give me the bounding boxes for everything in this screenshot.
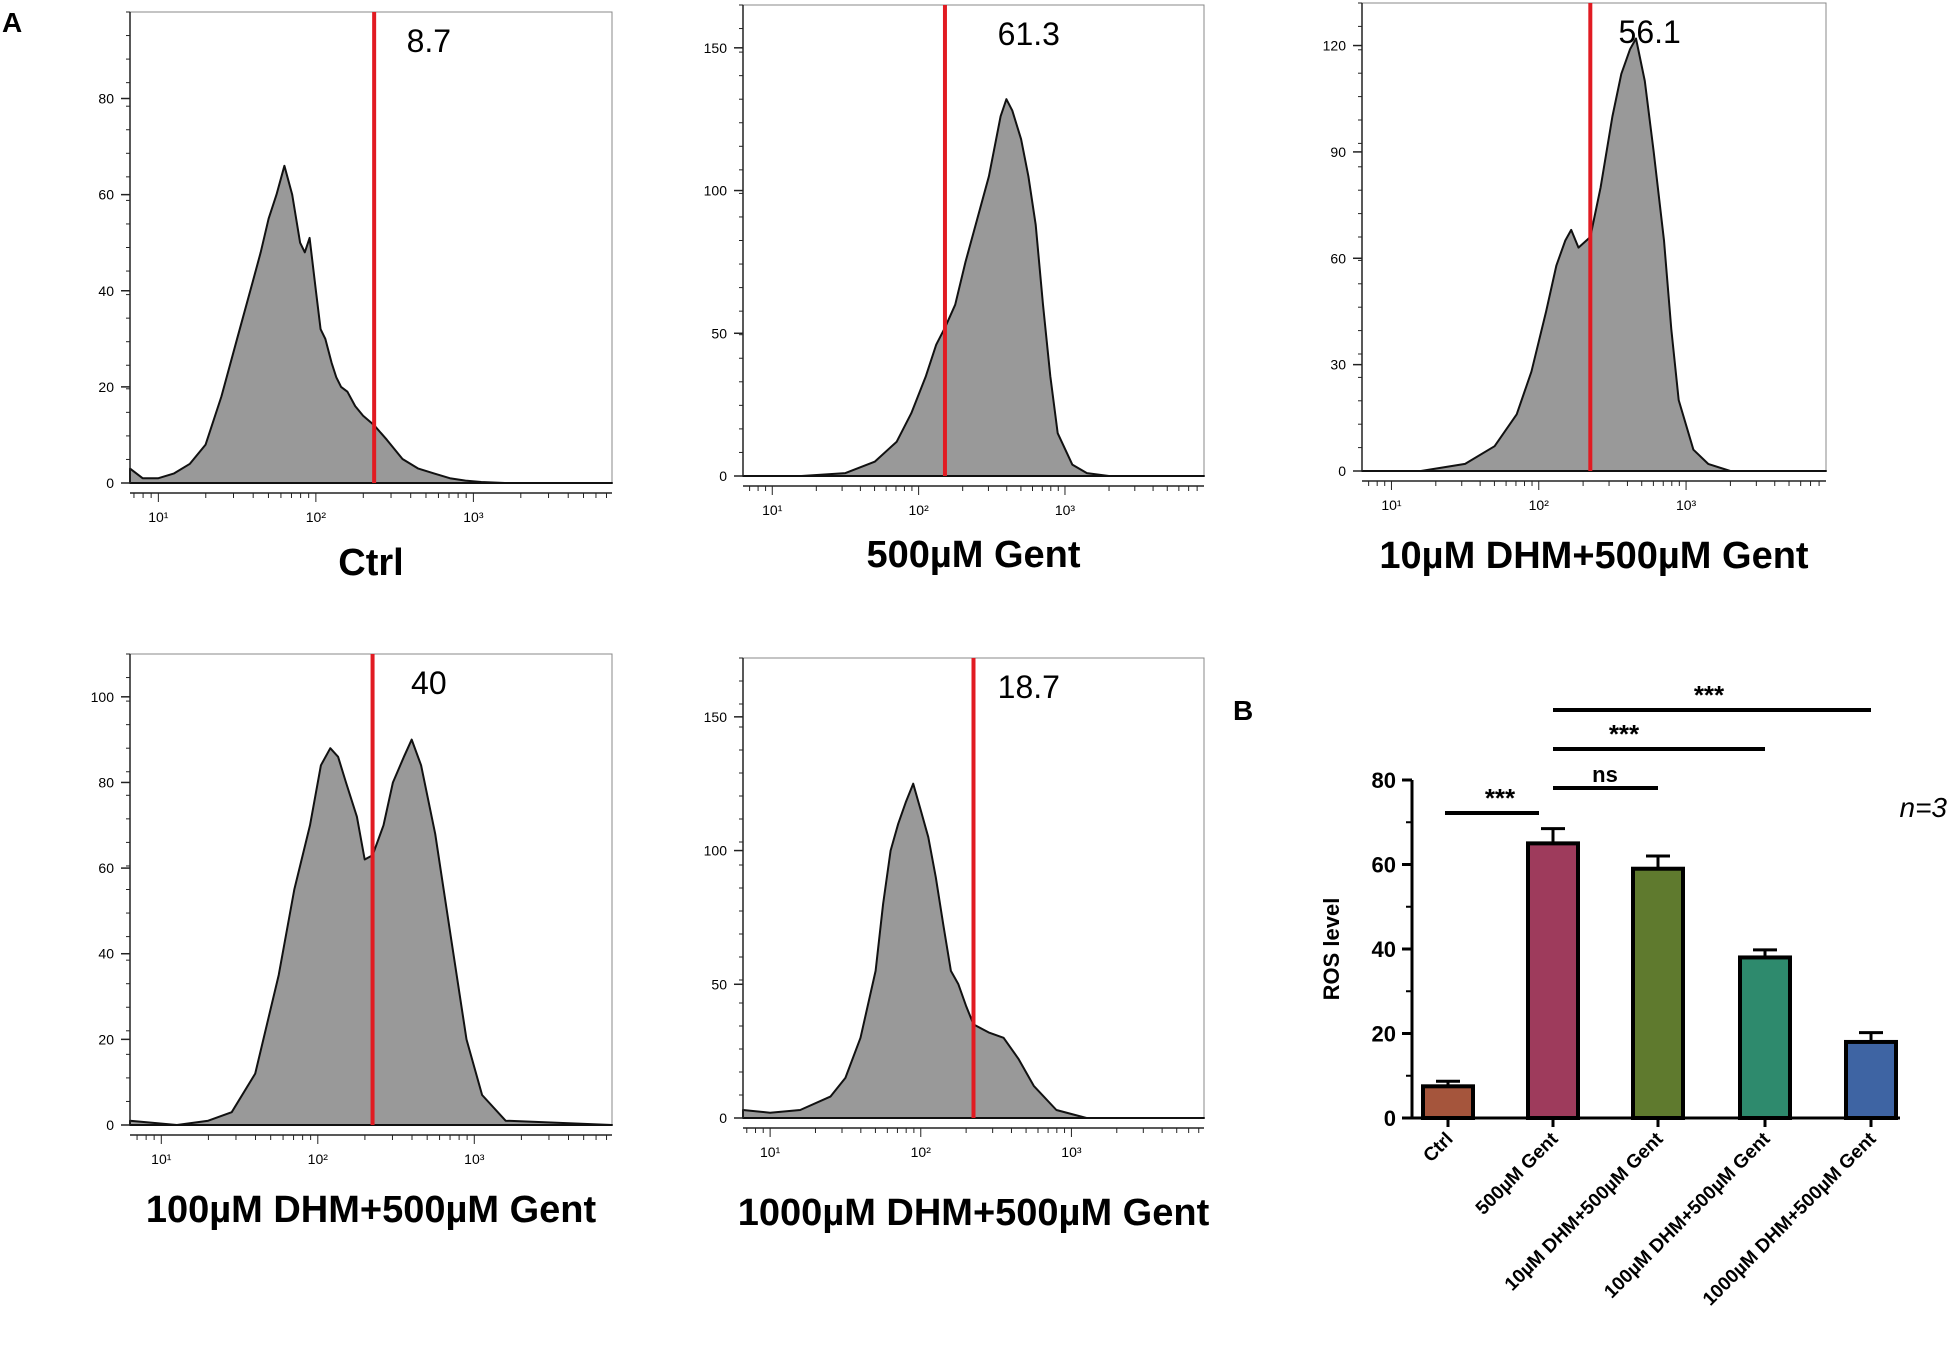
plot-frame: [129, 11, 613, 484]
bar: [1738, 955, 1792, 1121]
x-tick-label: 10¹: [151, 1151, 172, 1167]
y-tick-label: 120: [1323, 38, 1347, 54]
bar: [1526, 841, 1580, 1120]
y-tick-label: 20: [98, 1031, 114, 1047]
histogram-dhm100: 0 20 40 60 80 100 10¹ 10² 10³ 40 100µM DHM+500µM G…: [91, 653, 613, 1231]
y-tick-label: 60: [98, 860, 114, 876]
y-tick-label: 20: [98, 379, 114, 395]
x-tick-label: 10¹: [148, 509, 169, 525]
x-tick-label: 10²: [911, 1144, 932, 1160]
histogram-title: Ctrl: [338, 542, 403, 584]
sample-size-annotation: n=3: [1900, 792, 1948, 823]
y-tick-label: 60: [1330, 250, 1346, 266]
histogram-title: 100µM DHM+500µM Gent: [146, 1189, 597, 1231]
x-tick-label: 10¹: [762, 502, 783, 518]
x-tick-label: 10²: [306, 509, 327, 525]
y-tick-label: 150: [704, 709, 728, 725]
y-tick-label: 30: [1330, 357, 1346, 373]
y-tick-label: 100: [704, 183, 728, 199]
y-tick-label: 100: [91, 689, 115, 705]
y-axis-label: ROS level: [1319, 898, 1344, 1001]
y-tick-label: 0: [719, 468, 727, 484]
histogram-dhm10: 0 30 60 90 120 10¹ 10² 10³ 56.1 10µM DHM+500µM Ge…: [1323, 2, 1827, 577]
y-tick-label: 50: [711, 325, 727, 341]
x-tick-label: Ctrl: [1420, 1129, 1458, 1167]
histogram-title: 1000µM DHM+500µM Gent: [738, 1192, 1210, 1234]
y-tick-label: 60: [1372, 853, 1396, 878]
y-tick-label: 40: [98, 946, 114, 962]
y-tick-label: 40: [98, 283, 114, 299]
panel-a-label: A: [2, 7, 22, 38]
significance-label: ***: [1609, 719, 1640, 749]
x-tick-label: 10³: [1061, 1144, 1082, 1160]
histogram-area: [742, 98, 1205, 477]
x-tick-label: 10³: [1055, 502, 1076, 518]
gate-percent-label: 8.7: [407, 23, 451, 59]
y-tick-label: 50: [711, 976, 727, 992]
histogram-area: [1361, 37, 1827, 472]
x-tick-label: 10²: [1529, 497, 1550, 513]
y-tick-label: 100: [704, 843, 728, 859]
y-tick-label: 20: [1372, 1022, 1396, 1047]
y-tick-label: 0: [719, 1110, 727, 1126]
y-tick-label: 80: [98, 774, 114, 790]
y-tick-label: 0: [106, 475, 114, 491]
y-tick-label: 0: [1338, 463, 1346, 479]
panel-b-label: B: [1233, 695, 1253, 726]
gate-percent-label: 61.3: [998, 16, 1060, 52]
x-tick-label: 10¹: [760, 1144, 781, 1160]
y-tick-label: 40: [1372, 937, 1396, 962]
x-tick-label: 10¹: [1381, 497, 1402, 513]
x-tick-label: 500µM Gent: [1472, 1128, 1563, 1219]
histogram-panels: 0 20 40 60 80 10¹ 10² 10³ 8.7 Ctrl 0 50 100 150 10¹ 10²…: [91, 2, 1827, 1234]
histogram-ctrl: 0 20 40 60 80 10¹ 10² 10³ 8.7 Ctrl: [98, 11, 613, 584]
y-tick-label: 60: [98, 187, 114, 203]
histogram-area: [129, 164, 613, 484]
bar: [1631, 866, 1685, 1120]
significance-label: ***: [1694, 680, 1725, 710]
x-tick-label: 10²: [909, 502, 930, 518]
y-tick-label: 150: [704, 40, 728, 56]
y-tick-label: 0: [106, 1117, 114, 1133]
x-tick-label: 1000µM DHM+500µM Gent: [1699, 1128, 1881, 1310]
significance-label: ***: [1485, 783, 1516, 813]
y-tick-label: 90: [1330, 144, 1346, 160]
histogram-dhm1000: 0 50 100 150 10¹ 10² 10³ 18.7 1000µM DHM+500µM G…: [704, 657, 1210, 1234]
y-tick-label: 80: [1372, 768, 1396, 793]
histogram-title: 10µM DHM+500µM Gent: [1379, 535, 1809, 577]
x-tick-label: 10³: [464, 1151, 485, 1167]
y-tick-label: 0: [1384, 1106, 1396, 1131]
gate-percent-label: 40: [411, 665, 447, 701]
y-tick-label: 80: [98, 91, 114, 107]
histogram-title: 500µM Gent: [866, 534, 1080, 576]
gate-percent-label: 56.1: [1619, 14, 1681, 50]
gate-percent-label: 18.7: [998, 669, 1060, 705]
bar: [1844, 1039, 1898, 1120]
bar: [1421, 1084, 1475, 1120]
x-tick-label: 10³: [1676, 497, 1697, 513]
x-tick-label: 10²: [308, 1151, 329, 1167]
significance-label: ns: [1592, 762, 1618, 787]
histogram-gent500: 0 50 100 150 10¹ 10² 10³ 61.3 500µM Gent: [704, 4, 1205, 576]
x-tick-label: 10³: [463, 509, 484, 525]
